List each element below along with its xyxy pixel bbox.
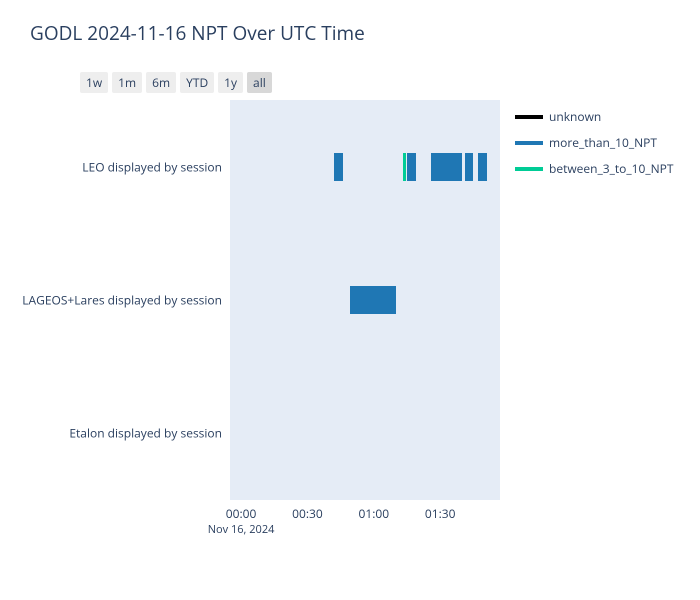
gantt-bar[interactable] <box>334 153 343 181</box>
x-tick-label: 01:00 <box>359 505 390 522</box>
legend: unknown more_than_10_NPT between_3_to_10_N… <box>515 108 673 186</box>
gantt-bar[interactable] <box>407 153 416 181</box>
range-selector: 1w1m6mYTD1yall <box>80 72 272 93</box>
gantt-bar[interactable] <box>478 153 487 181</box>
y-tick-label: Etalon displayed by session <box>69 425 222 442</box>
x-tick-label: 00:00Nov 16, 2024 <box>208 505 275 537</box>
legend-swatch <box>515 167 543 171</box>
range-btn-all[interactable]: all <box>247 72 272 93</box>
gantt-bar[interactable] <box>403 153 406 181</box>
range-btn-6m[interactable]: 6m <box>146 72 176 93</box>
gantt-bar[interactable] <box>350 286 396 314</box>
legend-swatch <box>515 141 543 145</box>
gantt-bar[interactable] <box>431 153 462 181</box>
x-tick-label: 01:30 <box>425 505 456 522</box>
legend-swatch <box>515 115 543 119</box>
legend-item-unknown[interactable]: unknown <box>515 108 673 125</box>
plot-area <box>230 100 500 500</box>
legend-label: between_3_to_10_NPT <box>549 160 673 177</box>
gantt-bar[interactable] <box>465 153 474 181</box>
range-btn-1m[interactable]: 1m <box>112 72 142 93</box>
x-tick-label: 00:30 <box>292 505 323 522</box>
range-btn-YTD[interactable]: YTD <box>180 72 214 93</box>
legend-label: more_than_10_NPT <box>549 134 657 151</box>
y-tick-label: LAGEOS+Lares displayed by session <box>22 292 222 309</box>
legend-item-between_3_to_10_NPT[interactable]: between_3_to_10_NPT <box>515 160 673 177</box>
legend-label: unknown <box>549 108 601 125</box>
range-btn-1y[interactable]: 1y <box>218 72 243 93</box>
range-btn-1w[interactable]: 1w <box>80 72 108 93</box>
y-tick-label: LEO displayed by session <box>82 158 222 175</box>
chart-title: GODL 2024-11-16 NPT Over UTC Time <box>30 20 365 46</box>
legend-item-more_than_10_NPT[interactable]: more_than_10_NPT <box>515 134 673 151</box>
chart-root: GODL 2024-11-16 NPT Over UTC Time 1w1m6m… <box>0 0 700 600</box>
